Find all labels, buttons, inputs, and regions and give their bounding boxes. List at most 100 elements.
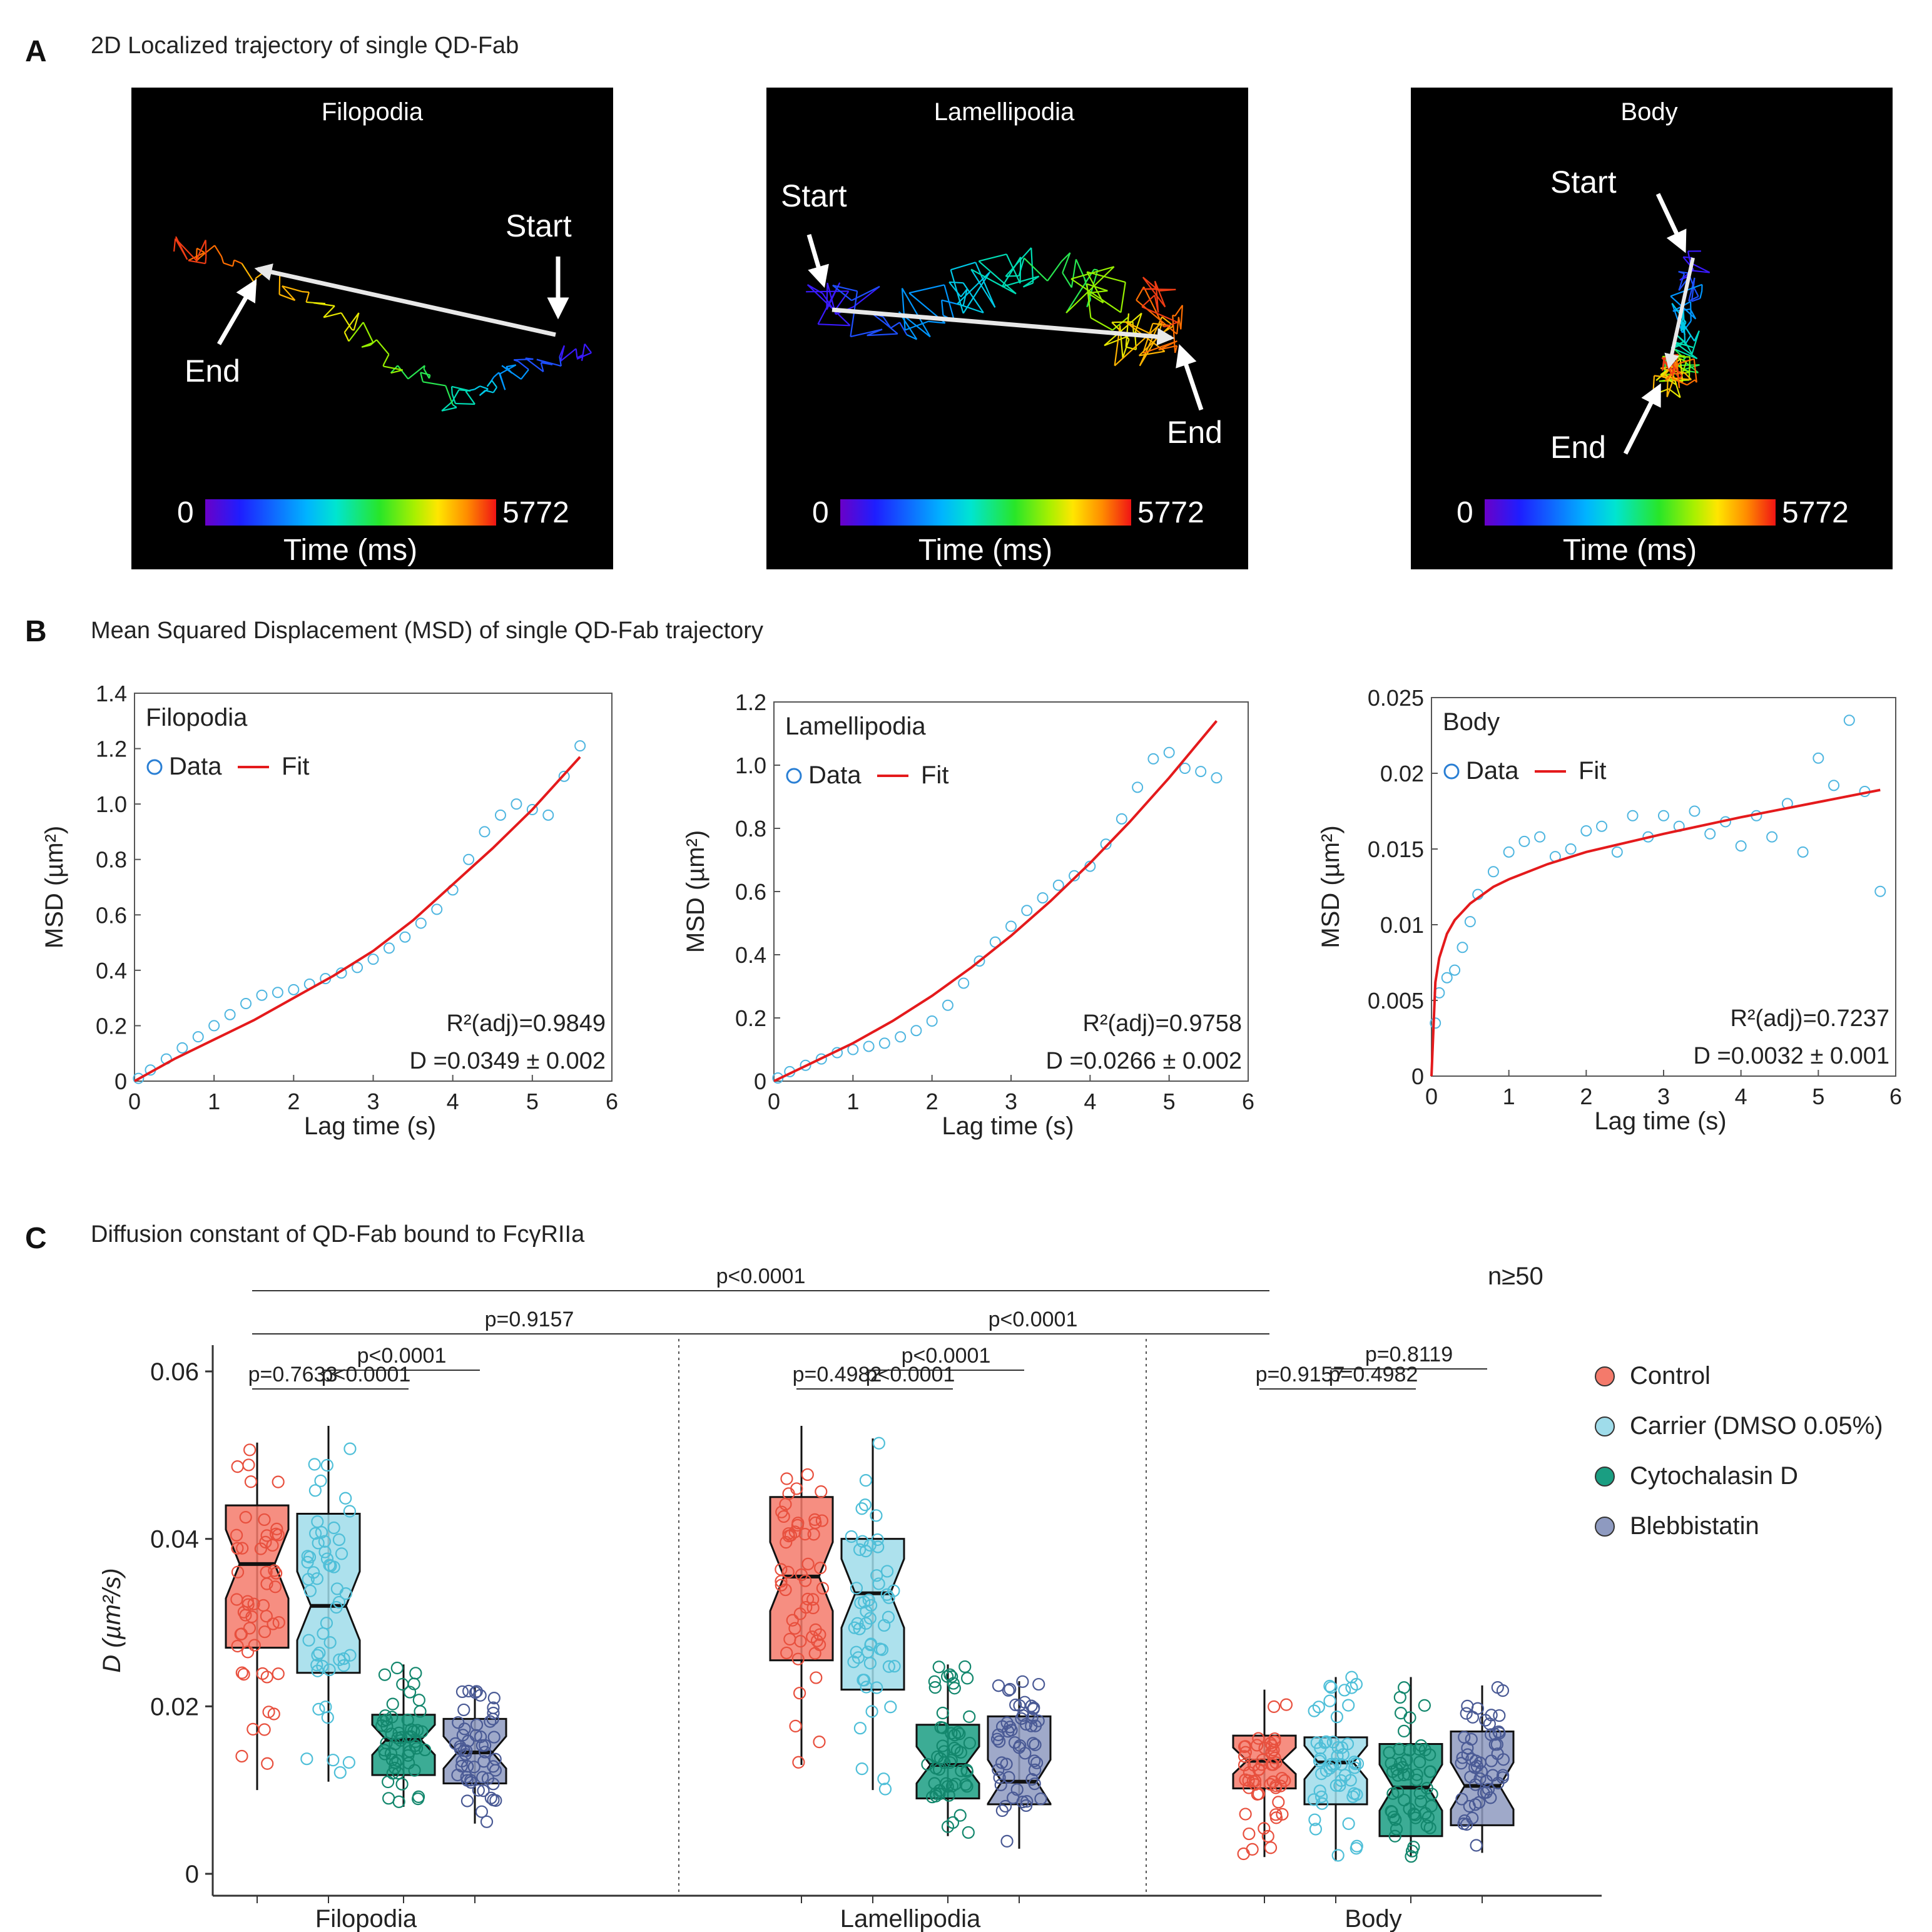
data-point	[1689, 805, 1701, 817]
x-tick-label: 2	[287, 1089, 300, 1114]
y-tick-label: 1.0	[735, 753, 766, 778]
trajectory-title: Lamellipodia	[934, 98, 1075, 126]
jitter-point	[921, 1757, 934, 1771]
panel-a-letter: A	[25, 35, 47, 68]
end-arrow	[1176, 344, 1204, 411]
jitter-point	[342, 1756, 355, 1769]
time-colorbar: 0 5772 Time (ms)	[177, 496, 569, 567]
trajectory-segment	[1174, 305, 1183, 317]
jitter-point	[235, 1666, 248, 1679]
y-axis-label: MSD (µm²)	[41, 826, 68, 948]
jitter-point	[454, 1742, 467, 1756]
trajectory-panel-body: Body Start End 0 5772 Time (ms)	[1411, 88, 1893, 569]
jitter-point	[806, 1593, 820, 1606]
trajectory-segment	[867, 333, 898, 337]
jitter-point	[864, 1638, 877, 1652]
significance-label: p<0.0001	[989, 1308, 1078, 1331]
x-tick-label: 4	[1084, 1089, 1096, 1114]
jitter-point	[310, 1659, 323, 1672]
data-point	[176, 1042, 188, 1054]
trajectory-segment	[890, 322, 900, 329]
msd-plot-body: 0 1 2 3 4 5 6 0 0.005 0.01 0.015 0.02 0.025 Lag time …	[1317, 685, 1902, 1135]
legend-fit-label: Fit	[282, 753, 309, 780]
jitter-point	[1030, 1756, 1044, 1769]
trajectory-segment	[540, 362, 544, 372]
data-point	[1797, 846, 1809, 858]
box-lamellipodia-1	[840, 1436, 905, 1796]
trajectory-segment	[1047, 261, 1062, 282]
jitter-point	[780, 1646, 793, 1660]
jitter-point	[1252, 1787, 1266, 1801]
jitter-point	[1410, 1773, 1423, 1787]
data-point	[133, 1072, 145, 1084]
data-point	[926, 1015, 938, 1027]
x-tick-label: 1	[847, 1089, 859, 1114]
jitter-point	[789, 1719, 802, 1732]
msd-plot-filopodia: 0 1 2 3 4 5 6 0 0.2 0.4 0.6 0.8 1.0 1.2 1.4 Lag time (s…	[41, 681, 618, 1140]
jitter-point	[260, 1529, 273, 1542]
jitter-point	[878, 1619, 891, 1632]
jitter-point	[1397, 1724, 1411, 1738]
jitter-point	[380, 1736, 393, 1750]
data-point	[479, 826, 491, 838]
trajectory-segment	[1120, 282, 1126, 313]
jitter-point	[1464, 1771, 1477, 1784]
jitter-point	[272, 1667, 285, 1680]
data-point	[463, 853, 475, 865]
trajectory-segment	[1686, 379, 1696, 386]
jitter-point	[806, 1630, 819, 1644]
box-body-0	[1232, 1689, 1297, 1861]
jitter-point	[258, 1513, 271, 1527]
trajectory-segment	[905, 320, 929, 331]
trajectory-segment	[517, 360, 529, 370]
jitter-point	[1394, 1756, 1407, 1770]
jitter-point	[375, 1719, 389, 1732]
jitter-point	[1310, 1736, 1323, 1749]
plot-title: Body	[1443, 708, 1500, 736]
data-point	[1132, 781, 1144, 793]
jitter-point	[1324, 1757, 1338, 1771]
jitter-point	[1318, 1736, 1331, 1749]
jitter-point	[1239, 1746, 1252, 1759]
data-point	[1005, 920, 1017, 932]
jitter-point	[782, 1527, 795, 1540]
jitter-point	[1004, 1682, 1017, 1696]
jitter-point	[479, 1746, 492, 1759]
data-point	[1704, 828, 1716, 840]
significance-label: p=0.8119	[1365, 1343, 1453, 1366]
trajectory-segment	[1070, 259, 1077, 288]
jitter-point	[487, 1793, 500, 1807]
y-tick-label: 0.02	[150, 1693, 199, 1721]
legend-data-marker	[146, 759, 163, 775]
jitter-point	[882, 1591, 895, 1604]
x-tick-label: 4	[1735, 1084, 1747, 1109]
jitter-point	[948, 1741, 961, 1755]
jitter-point	[1346, 1790, 1360, 1803]
jitter-point	[775, 1579, 788, 1592]
jitter-point	[403, 1685, 417, 1699]
trajectory-segment	[853, 286, 880, 308]
jitter-point	[1401, 1767, 1415, 1781]
data-point	[240, 998, 252, 1009]
jitter-point	[1331, 1749, 1344, 1762]
jitter-point	[467, 1761, 480, 1774]
jitter-point	[231, 1565, 245, 1579]
trajectory-segment	[390, 369, 403, 374]
data-point	[942, 999, 953, 1011]
jitter-point	[780, 1536, 793, 1549]
jitter-point	[343, 1442, 357, 1455]
jitter-point	[815, 1485, 828, 1498]
time-colorbar: 0 5772 Time (ms)	[812, 496, 1204, 567]
data-point	[224, 1009, 236, 1020]
jitter-point	[1020, 1795, 1034, 1808]
y-tick-label: 0.6	[96, 902, 127, 928]
trajectory-segment	[198, 240, 206, 255]
y-tick-label: 0	[185, 1861, 199, 1888]
jitter-point	[1470, 1759, 1483, 1773]
trajectory-segment	[479, 385, 489, 390]
jitter-point	[936, 1739, 949, 1752]
jitter-point	[327, 1560, 340, 1574]
jitter-point	[487, 1760, 500, 1773]
trajectory-segment	[1688, 295, 1699, 302]
jitter-point	[958, 1660, 972, 1674]
